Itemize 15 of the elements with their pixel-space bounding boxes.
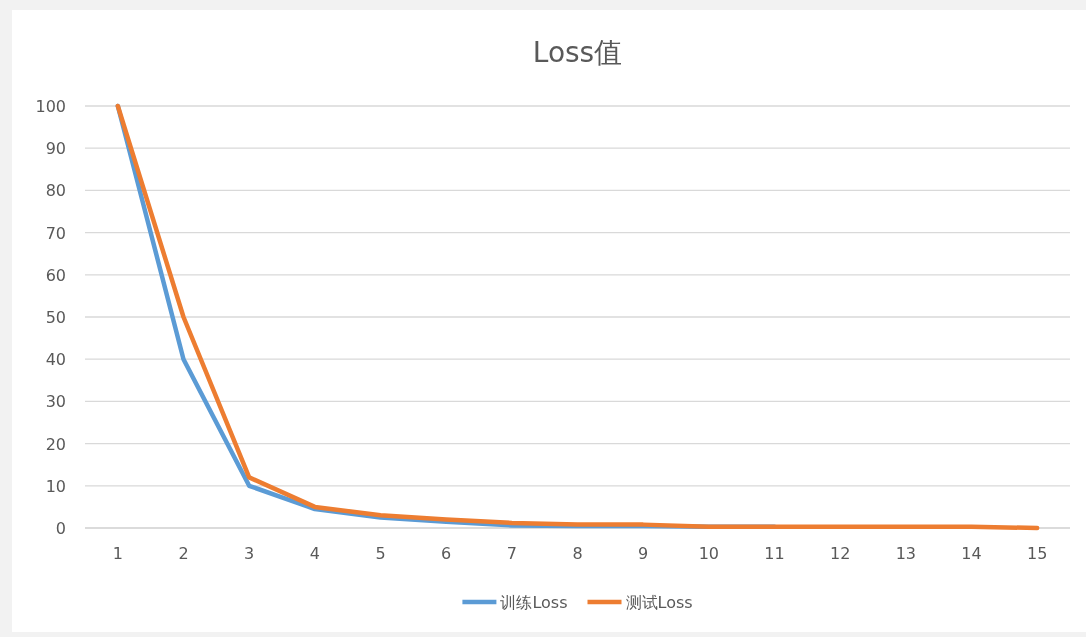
- y-tick-label: 0: [55, 519, 66, 538]
- chart-title: Loss值: [532, 36, 623, 69]
- y-tick-label: 20: [45, 434, 66, 454]
- y-tick-label: 40: [45, 350, 66, 370]
- y-tick-label: 60: [45, 265, 66, 285]
- legend-label: 训练Loss: [500, 593, 568, 612]
- legend-label: 测试Loss: [625, 593, 693, 612]
- y-tick-label: 30: [45, 392, 66, 412]
- line-series: [115, 103, 1040, 531]
- y-tick-label: 90: [45, 139, 66, 159]
- y-tick-label: 100: [35, 97, 66, 116]
- y-tick-label: 50: [45, 308, 66, 327]
- y-tick-label: 80: [45, 181, 66, 201]
- y-tick-label: 70: [45, 223, 66, 243]
- y-tick-label: 10: [45, 476, 66, 496]
